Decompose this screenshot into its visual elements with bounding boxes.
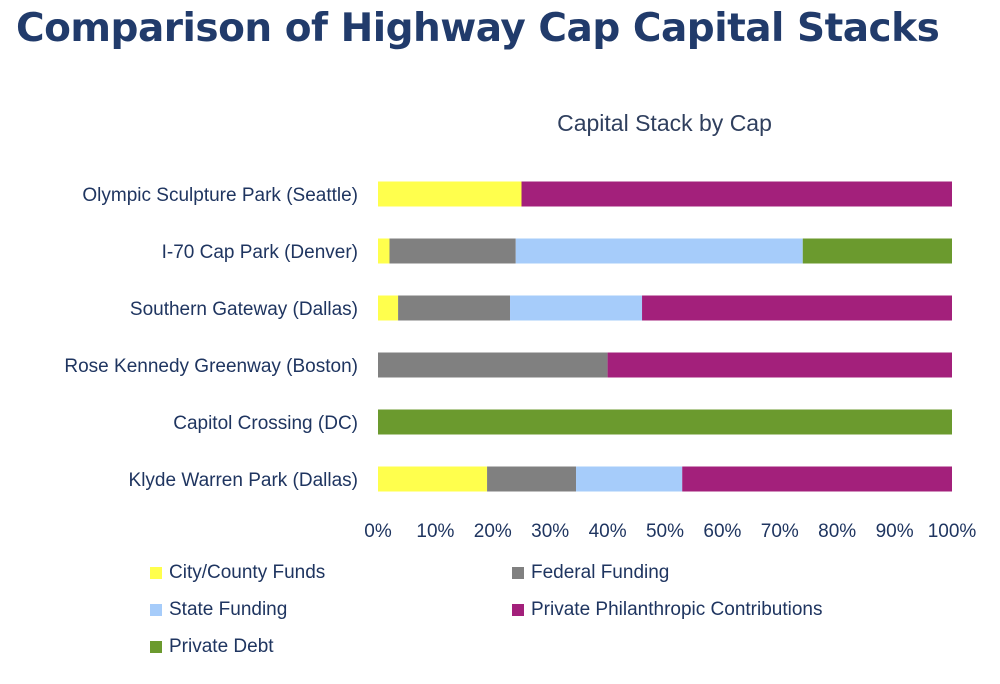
- x-tick-label-0: 0%: [364, 521, 392, 542]
- bar-segment-3-3: [607, 352, 952, 378]
- legend-swatch-3: [512, 604, 524, 616]
- x-tick-label-6: 60%: [703, 521, 741, 542]
- bar-segment-2-3: [642, 295, 952, 321]
- legend-swatch-4: [150, 641, 162, 653]
- bar-segment-5-0: [378, 466, 488, 492]
- category-label-3: Rose Kennedy Greenway (Boston): [64, 356, 358, 377]
- category-label-5: Klyde Warren Park (Dallas): [129, 470, 358, 491]
- bar-segment-1-0: [378, 238, 390, 264]
- category-label-1: I-70 Cap Park (Denver): [162, 242, 358, 263]
- bar-segment-0-0: [378, 181, 522, 207]
- legend-swatch-1: [512, 567, 524, 579]
- category-labels: Olympic Sculpture Park (Seattle) I-70 Cap…: [64, 185, 358, 491]
- x-tick-label-8: 80%: [818, 521, 856, 542]
- bars-group: [378, 181, 952, 492]
- legend: City/County Funds Federal Funding State Fu…: [150, 562, 930, 672]
- bar-segment-2-2: [510, 295, 643, 321]
- x-tick-label-3: 30%: [531, 521, 569, 542]
- x-tick-label-7: 70%: [761, 521, 799, 542]
- legend-item-4: Private Debt: [150, 636, 274, 658]
- legend-label-1: Federal Funding: [531, 562, 670, 583]
- x-tick-label-1: 10%: [416, 521, 454, 542]
- legend-item-1: Federal Funding: [512, 562, 669, 584]
- x-tick-label-4: 40%: [589, 521, 627, 542]
- x-tick-label-5: 50%: [646, 521, 684, 542]
- page-title: Comparison of Highway Cap Capital Stacks: [16, 6, 940, 51]
- bar-segment-0-3: [521, 181, 952, 207]
- bar-segment-2-0: [378, 295, 399, 321]
- legend-label-4: Private Debt: [169, 636, 274, 657]
- category-label-2: Southern Gateway (Dallas): [130, 299, 358, 320]
- legend-item-3: Private Philanthropic Contributions: [512, 599, 823, 621]
- legend-swatch-0: [150, 567, 162, 579]
- category-label-4: Capitol Crossing (DC): [173, 413, 358, 434]
- bar-segment-5-3: [682, 466, 952, 492]
- legend-item-2: State Funding: [150, 599, 287, 621]
- bar-segment-5-1: [487, 466, 577, 492]
- x-tick-label-9: 90%: [876, 521, 914, 542]
- bar-segment-4-4: [378, 409, 952, 435]
- x-tick-labels: 0% 10% 20% 30% 40% 50% 60% 70% 80% 90% 100%: [364, 521, 976, 542]
- bar-segment-3-1: [378, 352, 608, 378]
- bar-segment-1-4: [802, 238, 952, 264]
- legend-label-2: State Funding: [169, 599, 288, 620]
- legend-label-3: Private Philanthropic Contributions: [531, 599, 823, 620]
- category-label-0: Olympic Sculpture Park (Seattle): [82, 185, 358, 206]
- bar-segment-1-1: [389, 238, 516, 264]
- legend-swatch-2: [150, 604, 162, 616]
- x-tick-label-2: 20%: [474, 521, 512, 542]
- chart-title: Capital Stack by Cap: [557, 110, 772, 136]
- x-tick-label-10: 100%: [928, 521, 977, 542]
- legend-item-0: City/County Funds: [150, 562, 325, 584]
- bar-segment-1-2: [515, 238, 803, 264]
- bar-segment-5-2: [576, 466, 683, 492]
- legend-label-0: City/County Funds: [169, 562, 326, 583]
- bar-segment-2-1: [398, 295, 511, 321]
